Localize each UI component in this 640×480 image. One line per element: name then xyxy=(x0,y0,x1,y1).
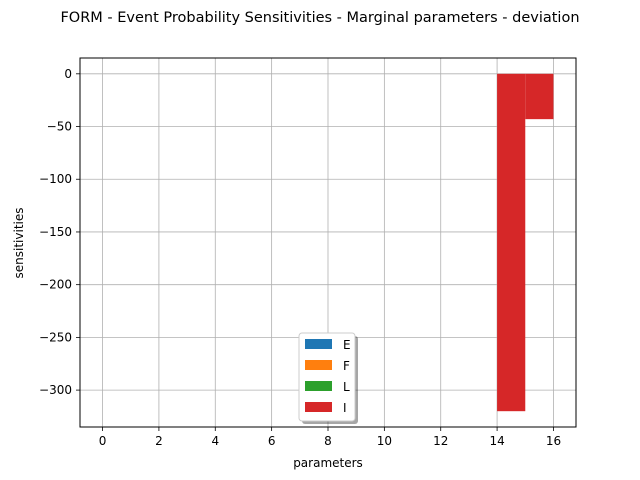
x-tick-label: 8 xyxy=(324,434,332,448)
legend-swatch xyxy=(305,381,332,391)
y-tick-label: −200 xyxy=(39,278,72,292)
y-tick-label: −50 xyxy=(47,120,72,134)
legend-swatch xyxy=(305,360,332,370)
y-tick-label: −100 xyxy=(39,172,72,186)
bar-i xyxy=(497,73,526,412)
x-tick-label: 14 xyxy=(489,434,504,448)
y-axis-label: sensitivities xyxy=(12,208,26,279)
y-tick-label: −250 xyxy=(39,330,72,344)
x-tick-label: 10 xyxy=(377,434,392,448)
y-tick-label: 0 xyxy=(64,67,72,81)
x-ticks: 0 2 4 6 8 10 12 14 16 xyxy=(99,427,561,448)
x-tick-label: 6 xyxy=(268,434,276,448)
legend-label: L xyxy=(343,380,350,394)
bars xyxy=(497,73,554,412)
legend-swatch xyxy=(305,339,332,349)
legend-label: I xyxy=(343,401,347,415)
y-tick-label: −300 xyxy=(39,383,72,397)
y-ticks: 0 −50 −100 −150 −200 −250 −300 xyxy=(39,67,80,397)
x-tick-label: 0 xyxy=(99,434,107,448)
chart-title: FORM - Event Probability Sensitivities -… xyxy=(60,10,579,26)
legend-swatch xyxy=(305,402,332,412)
x-tick-label: 2 xyxy=(155,434,163,448)
x-tick-label: 4 xyxy=(211,434,219,448)
y-tick-label: −150 xyxy=(39,225,72,239)
legend-label: E xyxy=(343,338,351,352)
legend-label: F xyxy=(343,359,350,373)
grid xyxy=(80,58,576,427)
bar-i xyxy=(525,73,554,120)
x-tick-label: 16 xyxy=(546,434,561,448)
legend-box xyxy=(298,332,356,422)
x-axis-label: parameters xyxy=(293,456,363,470)
x-tick-label: 12 xyxy=(433,434,448,448)
